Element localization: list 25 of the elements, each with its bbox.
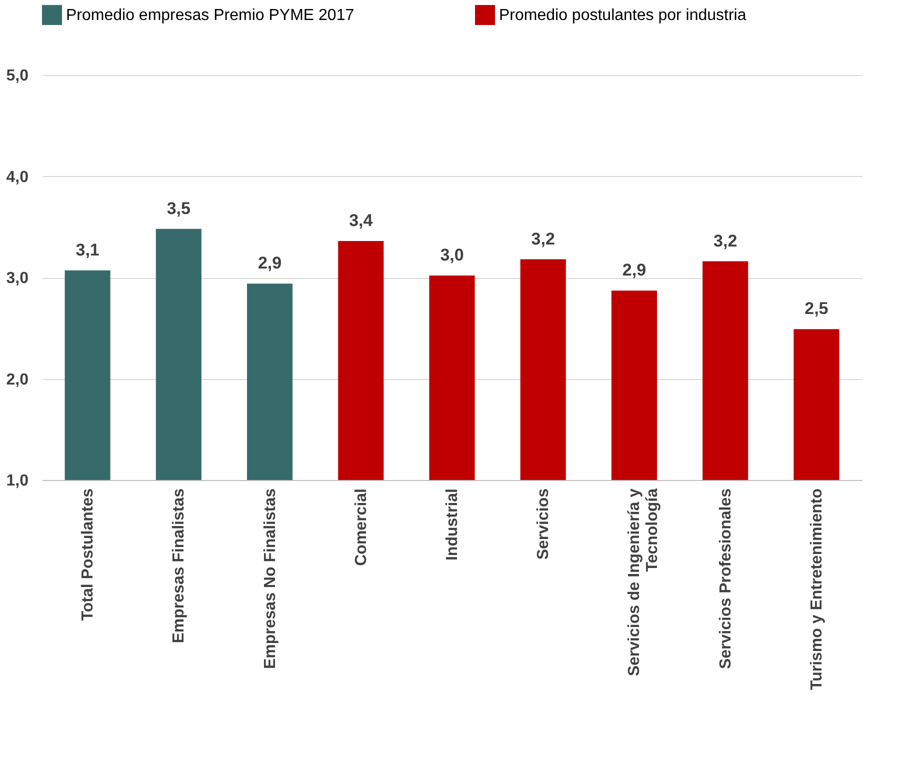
y-tick-label: 5,0	[6, 68, 29, 84]
y-tick-label: 3,0	[6, 270, 29, 287]
x-tick-label: Servicios Profesionales	[717, 488, 734, 670]
x-tick-label: Empresas No Finalistas	[262, 488, 279, 670]
x-tick-label: Turismo y Entretenimiento	[808, 488, 826, 690]
data-label: 2,9	[258, 254, 282, 273]
x-tick-label: Empresas Finalistas	[170, 488, 188, 644]
x-tick-label: Industrial	[444, 488, 461, 561]
legend-label: Promedio empresas Premio PYME 2017	[66, 7, 354, 24]
data-label: 3,2	[714, 231, 738, 250]
y-tick-label: 1,0	[6, 472, 29, 490]
data-label: 3,0	[440, 245, 464, 264]
y-tick-label: 2,0	[6, 371, 29, 388]
data-label: 3,5	[166, 198, 190, 218]
x-tick-label: Servicios de Ingeniería y Tecnología	[626, 488, 662, 676]
x-tick-label: Comercial	[352, 488, 370, 566]
data-label: 2,9	[622, 260, 646, 280]
legend-label: Promedio postulantes por industria	[499, 7, 746, 24]
data-label: 2,5	[804, 299, 828, 318]
data-label: 3,1	[76, 240, 100, 260]
data-label: 3,2	[531, 229, 555, 248]
x-tick-label: Servicios	[535, 488, 552, 560]
x-tick-label: Total Postulantes	[80, 488, 97, 621]
data-label: 3,4	[349, 211, 374, 230]
y-tick-label: 4,0	[6, 168, 29, 186]
